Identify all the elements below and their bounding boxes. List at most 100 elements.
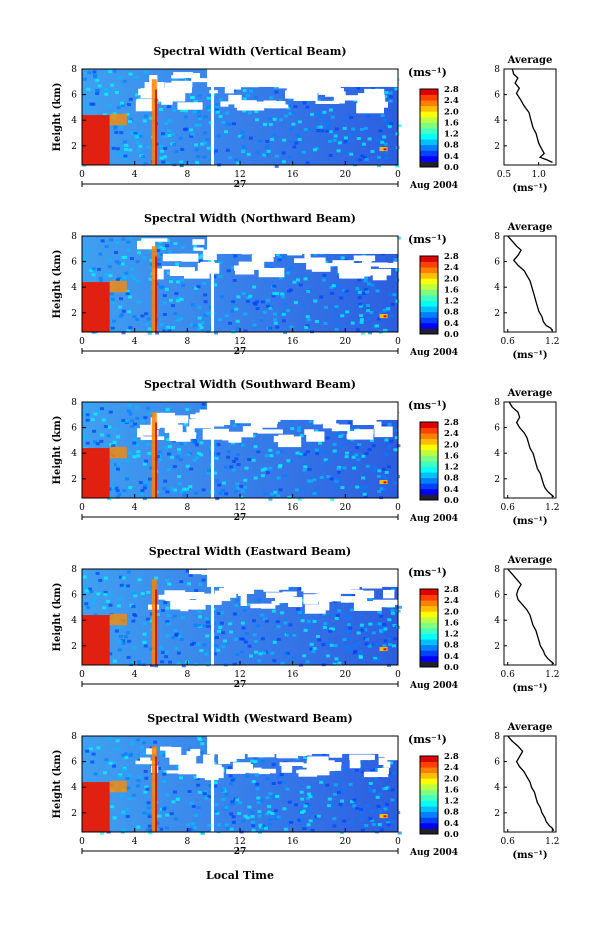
profile-frame (503, 235, 557, 333)
heatmap-cell (82, 413, 87, 417)
heatmap-cell (108, 70, 113, 74)
heatmap-cell (272, 117, 277, 121)
heatmap-cell (190, 643, 194, 646)
no-data-cell (164, 82, 192, 93)
heatmap-cell (187, 789, 192, 793)
colorbar-segment (420, 444, 438, 451)
heatmap-cell (340, 486, 345, 490)
heatmap-cell (316, 129, 321, 132)
heatmap-cell (263, 826, 268, 830)
heatmap-cell (135, 318, 140, 321)
heatmap-cell (146, 145, 151, 149)
heatmap-cell (375, 767, 379, 771)
heatmap-cell (115, 739, 120, 743)
no-data-cell (322, 419, 335, 429)
heatmap-cell (276, 637, 281, 641)
no-data-cell (240, 595, 247, 606)
profile-y-tick-label: 6 (494, 424, 500, 434)
profile-x-tick-label: 1.2 (545, 337, 559, 347)
heatmap-cell (128, 326, 133, 330)
heatmap-cell (106, 599, 110, 603)
heatmap-cell (260, 300, 265, 304)
heatmap-cell (143, 770, 148, 773)
heatmap-cell (243, 478, 248, 482)
x-tick-label: 16 (287, 337, 299, 347)
heatmap-cell (85, 441, 90, 445)
heatmap-cell (378, 129, 383, 133)
no-data-cell (202, 428, 229, 440)
heatmap-cell (134, 75, 139, 79)
colorbar-segment (420, 306, 438, 313)
heatmap-cell (362, 492, 367, 496)
heatmap-cell (301, 150, 306, 154)
no-data-cell (226, 750, 245, 759)
heatmap-cell (97, 267, 102, 271)
heatmap-cell (104, 92, 109, 96)
heatmap-cell (213, 283, 217, 287)
heatmap-cell (147, 815, 152, 818)
heatmap-cell (363, 628, 368, 632)
date-label: Aug 2004 (409, 181, 458, 191)
heatmap-cell (332, 308, 337, 311)
heatmap-cell (292, 634, 297, 637)
heatmap-cell (326, 125, 331, 129)
heatmap-cell (165, 252, 170, 255)
heatmap-cell (126, 656, 131, 659)
heatmap-cell (359, 318, 364, 322)
no-data-cell (337, 262, 363, 274)
heatmap-cell (112, 816, 117, 820)
heatmap-cell (132, 455, 137, 459)
colorbar-segment (420, 150, 438, 157)
heatmap-cell (178, 458, 183, 462)
heatmap-cell (371, 631, 376, 635)
heatmap-cell (390, 820, 395, 824)
heatmap-cell (268, 117, 273, 120)
heatmap-cell (114, 260, 119, 264)
heatmap-cell (261, 773, 266, 777)
heatmap-cell (340, 314, 345, 318)
heatmap-cell (130, 419, 134, 423)
heatmap-cell (97, 84, 102, 88)
heatmap-cell (130, 741, 135, 745)
heatmap-cell (356, 86, 361, 90)
heatmap-cell (325, 450, 330, 454)
colorbar-tick-label: 0.4 (444, 319, 459, 329)
heatmap-cell (283, 474, 288, 478)
heatmap-cell (302, 101, 307, 105)
heatmap-cell (368, 817, 373, 820)
colorbar-segment (420, 317, 438, 324)
profile-y-tick-label: 8 (494, 732, 500, 742)
heatmap-cell (118, 305, 123, 309)
heatmap-cell (176, 318, 181, 322)
heatmap-cell (361, 476, 366, 480)
heatmap-cell (345, 440, 349, 443)
heatmap-cell (127, 797, 132, 800)
heatmap-cell (349, 428, 354, 432)
heatmap-cell (157, 450, 162, 454)
heatmap-cell (323, 622, 328, 626)
heatmap-cell (268, 466, 273, 470)
heatmap-cell (127, 404, 132, 407)
heatmap-cell (344, 150, 349, 154)
heatmap-cell (200, 142, 205, 146)
streak-5h-core (155, 422, 158, 498)
heatmap-cell (337, 141, 342, 145)
heatmap-cell (258, 823, 263, 827)
heatmap-cell (334, 432, 339, 436)
heatmap-cell (252, 633, 257, 637)
heatmap-cell (326, 475, 331, 479)
no-data-cell (392, 745, 406, 751)
colorbar-tick-label: 0.0 (444, 663, 459, 673)
no-data-cell (306, 431, 325, 442)
heatmap-cell (299, 452, 304, 456)
x-tick-label: 8 (184, 170, 190, 180)
heatmap-cell (271, 782, 276, 785)
heatmap-cell (357, 456, 362, 460)
no-data-cell (340, 596, 365, 603)
heatmap-cell (174, 150, 179, 154)
heatmap-cell (286, 632, 291, 636)
heatmap-cell (156, 613, 160, 616)
heatmap-cell (176, 661, 181, 665)
heatmap-cell (125, 292, 130, 296)
heatmap-cell (289, 821, 294, 824)
